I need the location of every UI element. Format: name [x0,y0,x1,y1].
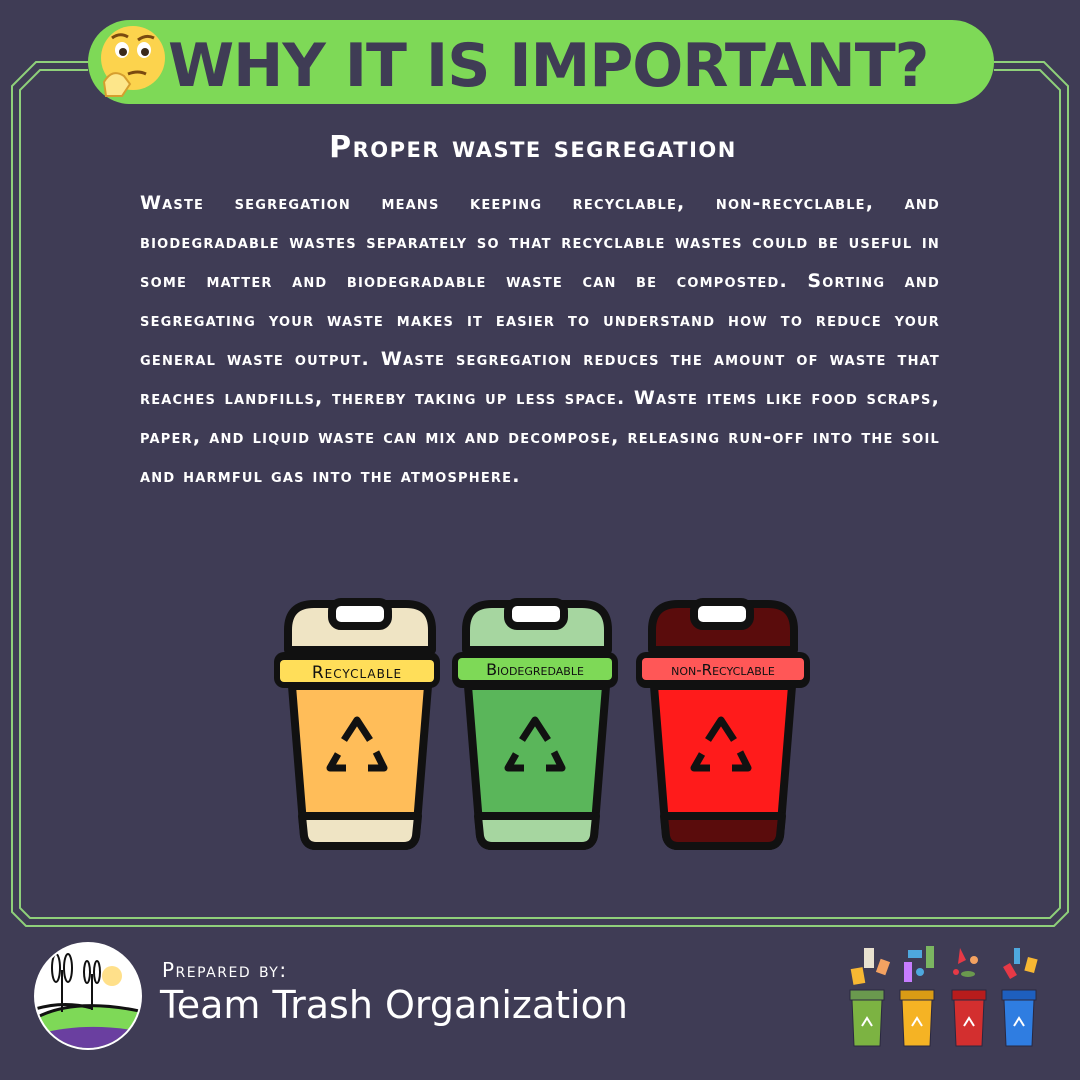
recycle-icon [326,716,388,772]
page-title: WHY IT IS IMPORTANT? [168,31,929,101]
bin-label-recyclable: Recyclable [312,663,402,683]
bin-label-biodegradable: Biodegredable [486,660,584,679]
body-paragraph: Waste segregation means keeping recyclab… [140,192,940,487]
prepared-by-label: Prepared by: [162,958,288,982]
bin-label-non-recyclable: non-Recyclable [671,661,775,679]
trash-bins-illustration [849,946,1038,1047]
thinking-face-icon [101,26,165,97]
bin-non-recyclable: non-Recyclable [636,598,810,850]
windmill-landscape-logo [34,942,142,1050]
organization-name: Team Trash Organization [160,983,628,1027]
bin-biodegradable: Biodegredable [452,598,618,850]
recycle-icon [690,716,752,772]
section-subtitle: Proper waste segregation [329,130,737,165]
bin-recyclable: Recyclable [274,598,440,850]
title-banner [88,20,994,104]
recycle-icon [504,716,566,772]
bins-illustration: Recyclable Biodegredable non-Recyclable [274,598,810,850]
page-frame [11,61,1069,927]
